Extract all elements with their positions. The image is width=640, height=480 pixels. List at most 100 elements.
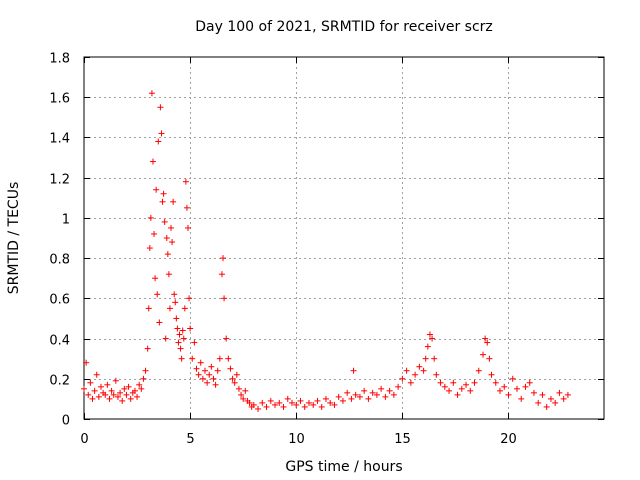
data-point	[352, 391, 359, 398]
data-point	[146, 245, 153, 252]
data-point	[422, 355, 429, 362]
data-point	[467, 387, 474, 394]
data-point	[206, 371, 213, 378]
data-point	[140, 375, 147, 382]
x-axis-label: GPS time / hours	[285, 459, 402, 475]
data-point	[173, 315, 180, 322]
data-point	[171, 291, 178, 298]
data-point	[185, 224, 191, 231]
data-point	[110, 391, 117, 398]
data-point	[395, 383, 402, 390]
data-point	[289, 399, 295, 406]
data-point	[172, 299, 179, 306]
data-point	[148, 90, 155, 97]
data-point	[158, 130, 165, 137]
data-point	[420, 367, 427, 374]
data-point	[160, 190, 167, 197]
data-point	[297, 397, 304, 404]
data-point	[378, 385, 385, 392]
data-point	[153, 186, 160, 193]
data-point	[238, 391, 245, 398]
data-point	[369, 389, 376, 396]
y-tick-label: 1	[62, 213, 70, 228]
data-point	[208, 363, 215, 370]
data-point	[163, 235, 170, 241]
x-tick-label: 5	[186, 432, 194, 447]
data-point	[235, 385, 242, 392]
data-point	[157, 104, 164, 111]
data-point	[164, 251, 171, 258]
data-points	[81, 90, 571, 412]
plot-frame	[83, 56, 605, 420]
data-point	[227, 365, 234, 372]
data-point	[552, 399, 559, 406]
data-point	[484, 339, 491, 346]
data-point	[331, 401, 338, 408]
data-point	[463, 381, 470, 388]
data-point	[210, 375, 217, 382]
data-point	[272, 401, 279, 408]
data-point	[199, 375, 206, 382]
data-point	[276, 399, 283, 406]
data-point	[518, 395, 525, 402]
data-point	[382, 393, 389, 400]
data-point	[497, 387, 503, 394]
data-point	[104, 381, 111, 388]
y-tick-label: 0.2	[49, 374, 70, 389]
data-point	[85, 391, 92, 398]
data-point	[475, 367, 482, 374]
y-tick-label: 0.6	[49, 293, 70, 308]
data-point	[169, 239, 176, 246]
data-point	[350, 367, 357, 374]
data-point	[450, 379, 457, 386]
data-point	[108, 387, 115, 394]
data-point	[530, 389, 537, 396]
data-point	[212, 381, 219, 388]
data-point	[106, 395, 113, 402]
data-point	[416, 363, 423, 370]
data-point	[305, 399, 312, 406]
data-point	[170, 198, 177, 205]
data-point	[458, 385, 465, 392]
x-tick-label: 10	[288, 432, 305, 447]
data-point	[149, 158, 156, 165]
data-point	[242, 387, 249, 394]
data-point	[125, 383, 132, 390]
data-point	[386, 387, 393, 394]
data-point	[156, 319, 163, 326]
y-tick-label: 1.4	[49, 132, 70, 147]
data-point	[117, 389, 124, 396]
data-point	[180, 335, 187, 342]
axis-ticks: 0 5 10 15 20 0 0.2 0.4 0.6 0.8 1 1.2 1.4 1.6 1.8	[49, 52, 604, 447]
data-point	[446, 387, 453, 394]
data-point	[429, 335, 436, 342]
data-point	[93, 371, 100, 378]
data-point	[543, 403, 550, 410]
chart-title: Day 100 of 2021, SRMTID for receiver scr…	[195, 19, 493, 35]
data-point	[166, 305, 173, 312]
data-point	[426, 331, 433, 338]
data-point	[114, 393, 121, 400]
data-point	[155, 138, 162, 145]
data-point	[144, 345, 151, 352]
data-point	[560, 395, 567, 402]
data-point	[97, 383, 104, 390]
data-point	[231, 379, 238, 386]
data-point	[195, 371, 202, 378]
data-point	[162, 335, 169, 342]
data-point	[403, 367, 410, 374]
data-point	[250, 401, 257, 408]
data-point	[505, 391, 512, 398]
data-point	[136, 381, 143, 388]
data-point	[178, 355, 185, 362]
data-point	[412, 371, 419, 378]
y-tick-label: 1.8	[49, 52, 70, 67]
data-point	[89, 395, 96, 402]
data-point	[327, 399, 334, 406]
data-point	[539, 391, 546, 398]
data-point	[488, 371, 495, 378]
data-point	[365, 395, 372, 402]
data-point	[204, 379, 211, 386]
data-point	[159, 198, 166, 205]
data-point	[95, 393, 102, 400]
